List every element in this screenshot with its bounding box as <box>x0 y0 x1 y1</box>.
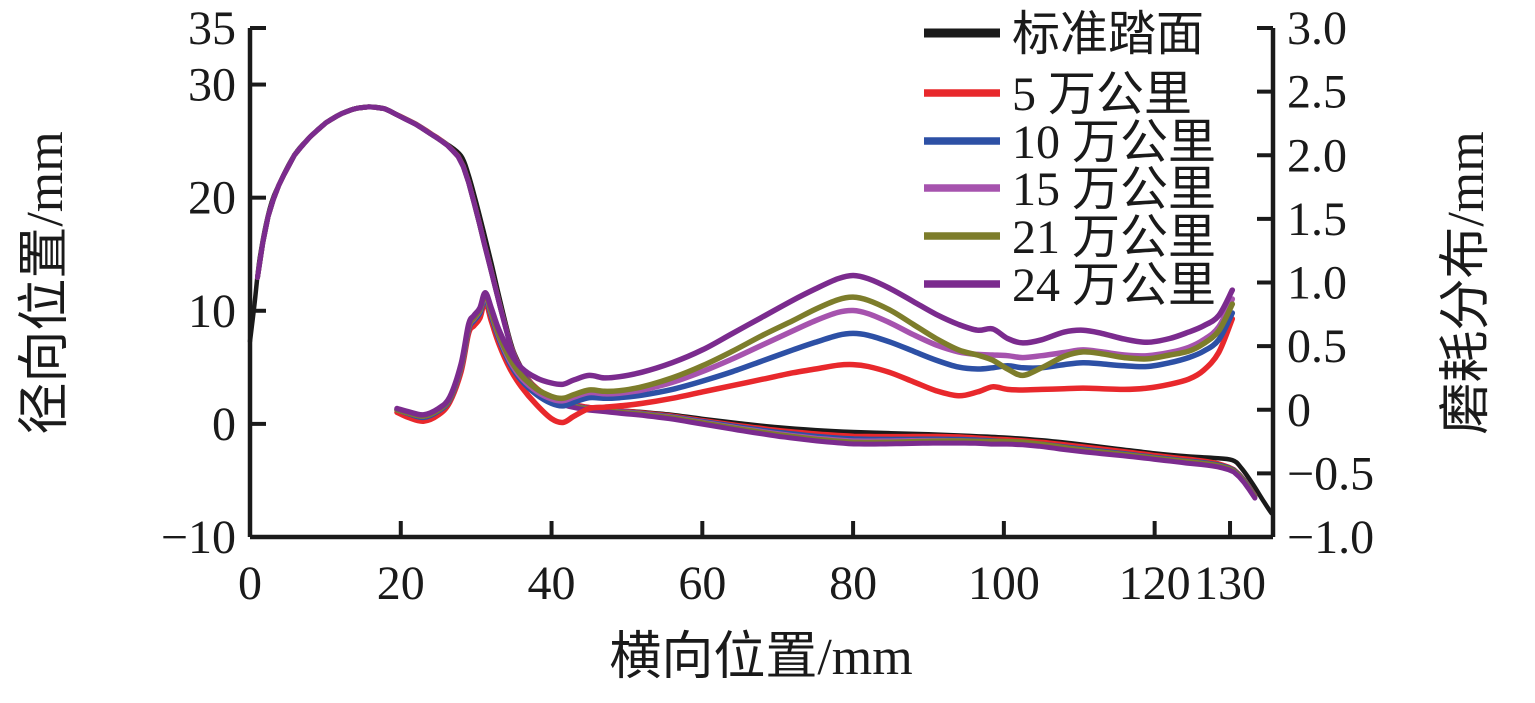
y-right-tick-label: 2.5 <box>1287 66 1347 119</box>
y-axis-left-title: 径向位置/mm <box>17 131 74 434</box>
x-tick-label: 130 <box>1194 557 1266 610</box>
legend-label: 24 万公里 <box>1012 259 1216 312</box>
legend-label: 5 万公里 <box>1012 68 1192 121</box>
y-right-tick-label: 3.0 <box>1287 2 1347 55</box>
legend-label: 21 万公里 <box>1012 211 1216 264</box>
y-right-tick-label: 1.5 <box>1287 193 1347 246</box>
x-tick-label: 80 <box>829 557 877 610</box>
profile-curve-worn-5 <box>255 104 1258 501</box>
y-left-tick-label: 20 <box>188 172 236 225</box>
legend-item: 24 万公里 <box>924 259 1216 312</box>
legend-label: 15 万公里 <box>1012 163 1216 216</box>
wear-curve-4 <box>394 291 1236 419</box>
y-left-tick-label: 10 <box>188 285 236 338</box>
legend: 标准踏面 5 万公里 10 万公里 15 万公里 21 万公里 24 万公里 <box>924 8 1216 312</box>
y-left-tick-label: 35 <box>188 2 236 55</box>
x-tick-label: 0 <box>238 557 262 610</box>
wear-curve-2 <box>394 295 1236 421</box>
x-tick-label: 120 <box>1119 557 1191 610</box>
legend-item: 15 万公里 <box>924 163 1216 216</box>
legend-item: 5 万公里 <box>924 68 1192 121</box>
x-axis-title: 横向位置/mm <box>609 629 912 686</box>
y-right-tick-label: −1.0 <box>1287 511 1374 564</box>
y-left-tick-label: 0 <box>212 398 236 451</box>
y-right-tick-label: 0 <box>1287 384 1311 437</box>
legend-item: 21 万公里 <box>924 211 1216 264</box>
x-tick-label: 40 <box>528 557 576 610</box>
x-tick-label: 20 <box>377 557 425 610</box>
wear-curve-5 <box>394 272 1236 418</box>
legend-item: 10 万公里 <box>924 116 1216 169</box>
x-tick-label: 100 <box>968 557 1040 610</box>
y-left-tick-label: 30 <box>188 59 236 112</box>
x-tick-label: 60 <box>678 557 726 610</box>
y-right-tick-label: −0.5 <box>1287 447 1374 500</box>
y-right-tick-label: 2.0 <box>1287 129 1347 182</box>
legend-item: 标准踏面 <box>924 8 1204 61</box>
y-left-tick-label: −10 <box>161 511 236 564</box>
legend-label: 10 万公里 <box>1012 116 1216 169</box>
y-right-tick-label: 0.5 <box>1287 320 1347 373</box>
legend-label: 标准踏面 <box>1012 8 1204 61</box>
y-right-tick-label: 1.0 <box>1287 257 1347 310</box>
y-axis-right-title: 磨耗分布/mm <box>1438 131 1495 434</box>
